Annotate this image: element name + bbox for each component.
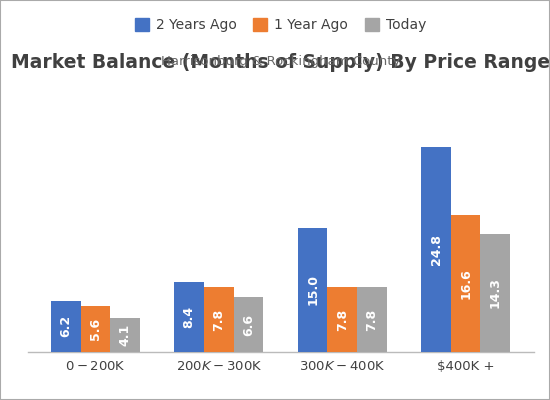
Bar <box>327 288 357 352</box>
Bar <box>174 282 204 352</box>
Bar <box>481 234 510 352</box>
Bar <box>357 288 387 352</box>
Text: 5.6: 5.6 <box>89 318 102 340</box>
Bar <box>110 318 140 352</box>
Legend: 2 Years Ago, 1 Year Ago, Today: 2 Years Ago, 1 Year Ago, Today <box>135 18 426 32</box>
Bar <box>204 288 234 352</box>
Text: 6.2: 6.2 <box>59 315 72 338</box>
Text: 24.8: 24.8 <box>430 234 443 265</box>
Bar <box>234 297 263 352</box>
Text: 8.4: 8.4 <box>183 306 196 328</box>
Bar <box>421 147 451 352</box>
Text: 7.8: 7.8 <box>212 309 226 331</box>
Text: 16.6: 16.6 <box>459 268 472 299</box>
Bar <box>51 301 80 352</box>
Text: 6.6: 6.6 <box>242 314 255 336</box>
Bar <box>298 228 327 352</box>
Bar <box>451 215 481 352</box>
Text: 4.1: 4.1 <box>118 324 131 346</box>
Title: Market Balance (Months of Supply) By Price Range: Market Balance (Months of Supply) By Pri… <box>11 52 550 72</box>
Text: 15.0: 15.0 <box>306 274 319 306</box>
Text: 7.8: 7.8 <box>336 309 349 331</box>
Text: 7.8: 7.8 <box>365 309 378 331</box>
Bar <box>80 306 110 352</box>
Text: Harrisonburg & Rockingham County: Harrisonburg & Rockingham County <box>161 56 400 68</box>
Text: 14.3: 14.3 <box>489 277 502 308</box>
